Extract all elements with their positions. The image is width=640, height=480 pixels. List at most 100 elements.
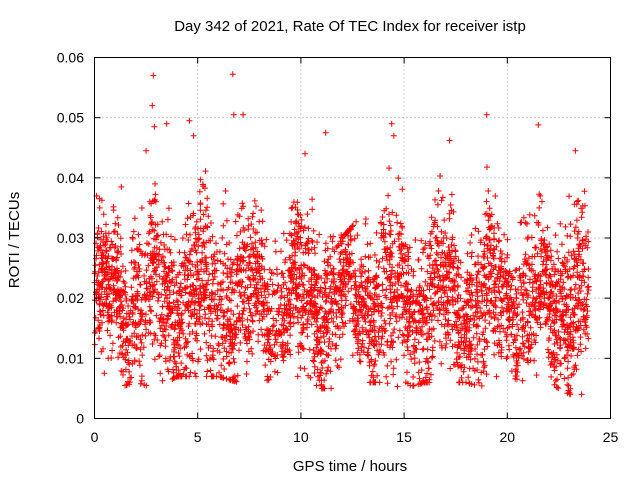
- roti-point: [416, 359, 423, 366]
- roti-point: [504, 331, 510, 338]
- roti-point: [582, 345, 589, 352]
- roti-point: [578, 282, 585, 289]
- data-points: [91, 71, 592, 398]
- roti-point: [360, 263, 367, 270]
- roti-point: [484, 164, 490, 171]
- roti-point: [464, 277, 471, 284]
- roti-point: [99, 307, 106, 314]
- roti-point: [195, 225, 201, 232]
- roti-point: [573, 217, 580, 224]
- roti-point: [513, 357, 520, 364]
- roti-point: [557, 360, 563, 367]
- roti-point: [128, 247, 135, 254]
- x-tick-label: 20: [500, 429, 516, 445]
- roti-point: [103, 264, 110, 271]
- roti-point: [216, 369, 222, 376]
- roti-point: [185, 298, 192, 305]
- roti-point: [232, 331, 239, 338]
- x-axis-label: GPS time / hours: [293, 458, 407, 475]
- roti-point: [357, 307, 364, 314]
- roti-point: [129, 234, 136, 241]
- roti-point: [579, 268, 586, 275]
- roti-point: [383, 268, 390, 275]
- roti-point: [195, 275, 202, 282]
- roti-point: [336, 256, 343, 263]
- roti-point: [117, 243, 124, 250]
- roti-point: [291, 252, 298, 259]
- roti-point: [536, 293, 543, 300]
- roti-point: [218, 362, 225, 369]
- roti-point: [180, 299, 187, 306]
- x-tick-label: 25: [603, 429, 619, 445]
- roti-point: [400, 332, 407, 339]
- roti-point: [434, 239, 441, 246]
- roti-point: [547, 257, 554, 264]
- roti-point: [585, 229, 591, 235]
- roti-point: [434, 266, 441, 273]
- roti-point: [300, 346, 307, 352]
- roti-point: [395, 175, 402, 182]
- roti-point: [96, 204, 103, 211]
- roti-point: [228, 266, 235, 273]
- roti-point: [207, 367, 214, 374]
- roti-point: [405, 331, 412, 338]
- roti-point: [256, 263, 263, 270]
- roti-point: [187, 231, 193, 238]
- roti-point: [372, 357, 379, 364]
- roti-point: [176, 249, 183, 256]
- roti-point: [565, 324, 572, 331]
- roti-point: [339, 278, 345, 285]
- roti-point: [150, 72, 157, 79]
- roti-point: [160, 332, 166, 339]
- roti-point: [309, 206, 316, 213]
- roti-point: [426, 242, 433, 249]
- roti-point: [288, 205, 295, 212]
- roti-point: [358, 256, 365, 263]
- roti-point: [352, 317, 358, 324]
- roti-point: [481, 264, 487, 271]
- roti-point: [128, 284, 135, 291]
- roti-point: [443, 335, 449, 342]
- roti-point: [164, 303, 171, 310]
- roti-point: [546, 241, 553, 247]
- roti-point: [234, 372, 241, 379]
- roti-point: [325, 262, 332, 269]
- roti-point: [359, 324, 366, 331]
- roti-point: [265, 356, 272, 363]
- roti-point: [394, 298, 401, 305]
- roti-point: [182, 262, 189, 269]
- roti-point: [390, 339, 397, 346]
- roti-point: [565, 382, 572, 389]
- roti-point: [466, 281, 473, 288]
- roti-point: [533, 372, 540, 379]
- roti-point: [247, 253, 253, 259]
- roti-point: [152, 180, 158, 187]
- roti-point: [311, 284, 318, 291]
- roti-point: [365, 352, 372, 359]
- roti-point: [179, 327, 185, 334]
- roti-point: [309, 291, 315, 298]
- roti-point: [551, 341, 558, 347]
- roti-point: [203, 352, 210, 359]
- roti-point: [567, 385, 574, 392]
- roti-point: [143, 326, 150, 333]
- roti-point: [355, 299, 362, 306]
- roti-point: [551, 312, 558, 319]
- roti-point: [480, 360, 487, 366]
- roti-point: [525, 359, 532, 366]
- roti-point: [437, 173, 444, 179]
- roti-point: [281, 317, 288, 324]
- roti-point: [337, 259, 344, 266]
- roti-point: [198, 259, 205, 266]
- roti-point: [313, 318, 320, 325]
- roti-point: [495, 238, 502, 245]
- roti-point: [338, 297, 345, 304]
- roti-point: [429, 344, 436, 351]
- roti-point: [147, 212, 154, 219]
- roti-point: [288, 218, 295, 225]
- roti-point: [338, 309, 345, 315]
- roti-point: [372, 379, 379, 385]
- roti-point: [352, 273, 359, 280]
- roti-point: [454, 284, 461, 290]
- roti-point: [123, 382, 130, 389]
